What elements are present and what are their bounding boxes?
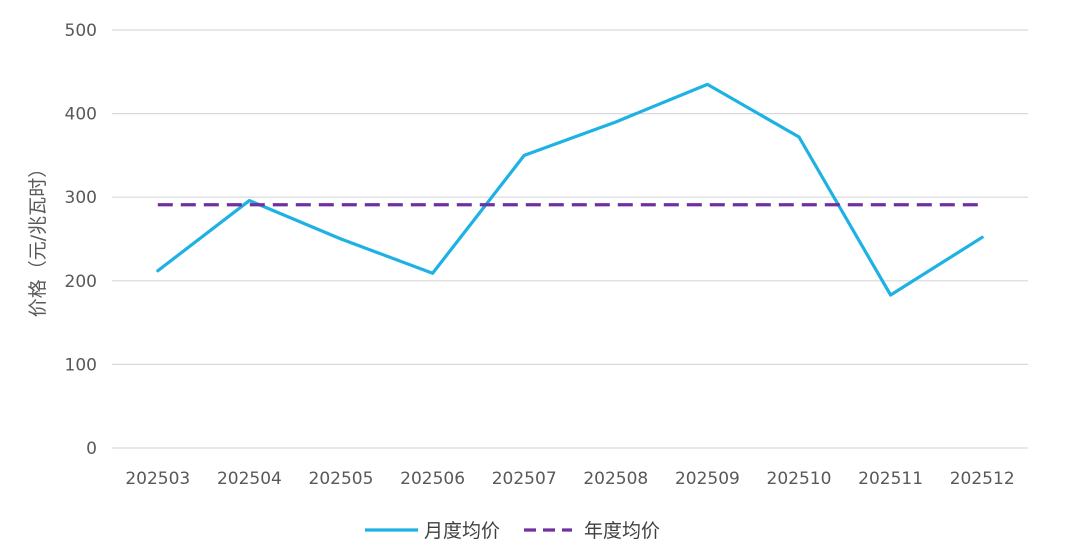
legend: 月度均价 年度均价 (365, 520, 660, 542)
x-tick-label: 202510 (767, 469, 832, 489)
monthly-point-202506 (431, 271, 435, 275)
monthly-point-202505 (339, 237, 343, 241)
series-lines (156, 82, 984, 297)
annual-point-202509 (705, 203, 709, 207)
x-tick-label: 202507 (492, 469, 557, 489)
legend-annual-label: 年度均价 (584, 520, 660, 542)
y-tick-label: 0 (86, 439, 97, 459)
y-axis-title: 价格（元/兆瓦时） (27, 159, 49, 317)
monthly-point-202511 (889, 293, 893, 297)
annual-point-202510 (797, 203, 801, 207)
x-tick-label: 202504 (217, 469, 282, 489)
y-tick-label: 300 (65, 188, 97, 208)
annual-point-202511 (889, 203, 893, 207)
x-tick-label: 202508 (583, 469, 648, 489)
gridlines (112, 29, 1028, 449)
legend-monthly-label: 月度均价 (424, 520, 500, 542)
annual-point-202504 (247, 203, 251, 207)
monthly-point-202507 (522, 153, 526, 157)
monthly-point-202508 (614, 120, 618, 124)
x-tick-label: 202506 (400, 469, 465, 489)
monthly-point-202504 (247, 199, 251, 203)
y-tick-label: 400 (65, 105, 97, 125)
monthly-point-202512 (980, 235, 984, 239)
x-tick-label: 202503 (125, 469, 190, 489)
y-tick-label: 500 (65, 21, 97, 41)
x-axis-ticks: 202503 202504 202505 202506 202507 202508 2025… (125, 469, 1014, 489)
annual-point-202503 (156, 203, 160, 207)
monthly-point-202503 (156, 269, 160, 273)
series-monthly-average-line (156, 82, 984, 297)
monthly-point-202509 (705, 82, 709, 86)
x-tick-label: 202512 (950, 469, 1015, 489)
annual-point-202506 (431, 203, 435, 207)
y-tick-label: 200 (65, 272, 97, 292)
annual-point-202505 (339, 203, 343, 207)
x-tick-label: 202505 (309, 469, 374, 489)
y-axis-ticks: 0 100 200 300 400 500 (65, 21, 97, 459)
x-tick-label: 202511 (858, 469, 923, 489)
y-tick-label: 100 (65, 355, 97, 375)
x-tick-label: 202509 (675, 469, 740, 489)
annual-point-202508 (614, 203, 618, 207)
monthly-point-202510 (797, 135, 801, 139)
annual-point-202507 (522, 203, 526, 207)
annual-point-202512 (980, 203, 984, 207)
